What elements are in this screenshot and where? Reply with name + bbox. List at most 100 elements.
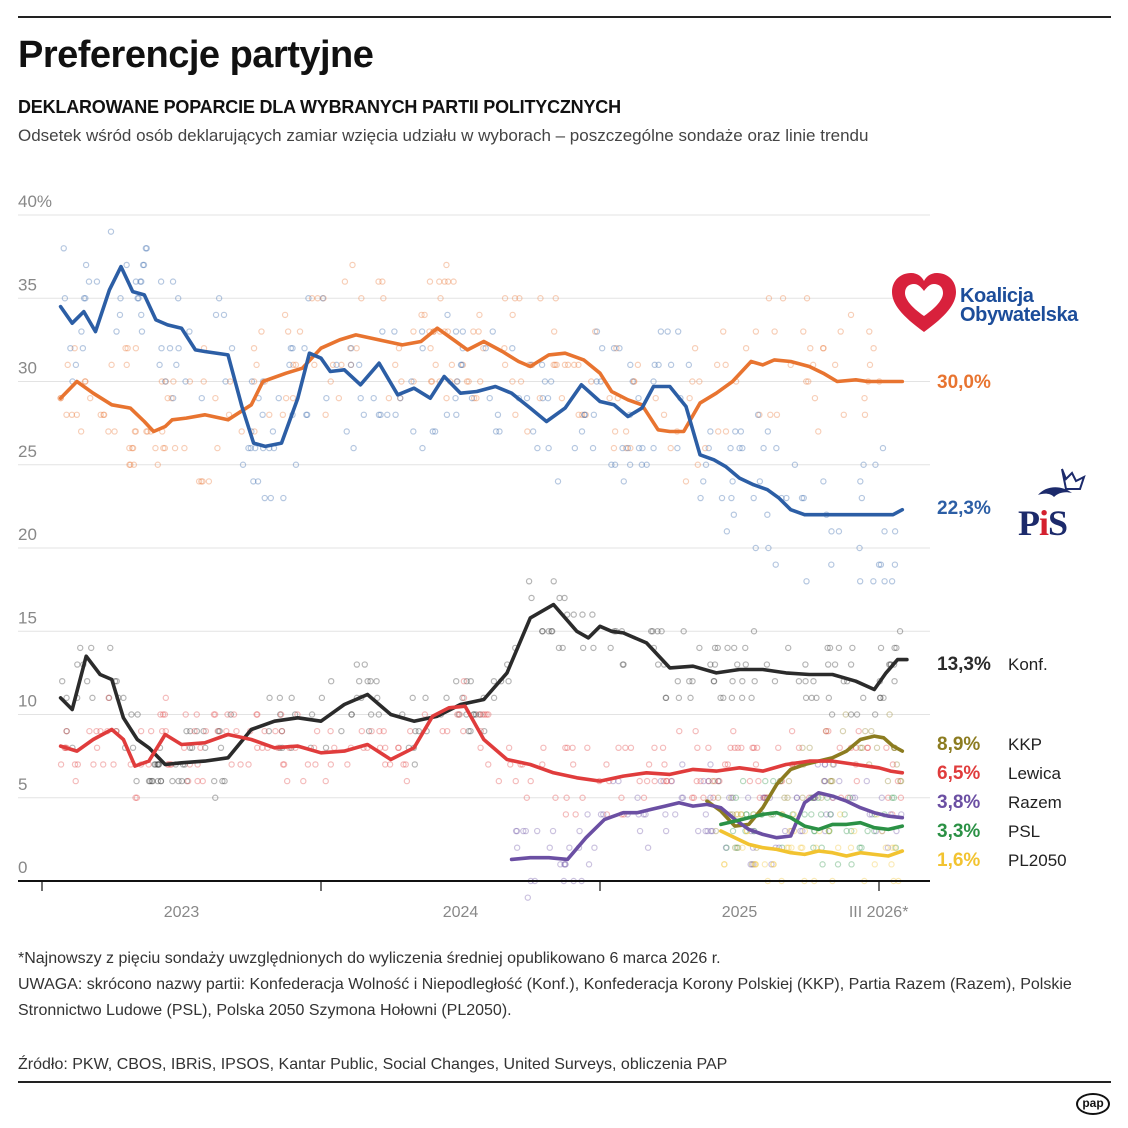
poll-dot — [627, 744, 635, 752]
poll-dot — [143, 428, 150, 435]
poll-dot — [627, 361, 634, 369]
poll-dot — [138, 328, 146, 335]
poll-dot — [144, 428, 151, 435]
poll-dot — [584, 744, 591, 752]
poll-dot — [319, 295, 327, 302]
poll-dot — [89, 694, 96, 702]
poll-dot — [350, 444, 357, 452]
poll-dot — [428, 378, 436, 385]
poll-dot — [418, 328, 426, 335]
poll-dot — [710, 678, 718, 685]
poll-dot — [400, 761, 407, 768]
poll-dot — [668, 777, 676, 785]
poll-dot — [258, 328, 265, 335]
poll-dot — [888, 578, 896, 585]
poll-dot — [166, 345, 174, 352]
poll-dot — [702, 811, 710, 818]
poll-dot — [570, 361, 578, 369]
poll-dot — [410, 378, 417, 385]
poll-dot — [738, 694, 746, 702]
poll-dot — [779, 295, 787, 302]
poll-dot — [808, 811, 815, 818]
poll-dot — [651, 744, 658, 752]
poll-dot — [158, 345, 165, 352]
poll-dot — [261, 494, 268, 502]
poll-dot — [276, 694, 284, 702]
poll-dot — [716, 777, 723, 785]
poll-dot — [576, 827, 583, 835]
poll-dot — [457, 361, 465, 369]
poll-dot — [122, 345, 129, 352]
value-label-pis: 22,3% — [937, 498, 991, 519]
poll-dot — [465, 378, 472, 385]
poll-dot — [105, 694, 112, 702]
poll-dot — [884, 844, 892, 851]
poll-dot — [731, 744, 739, 752]
value-label-konf: 13,3% — [937, 654, 991, 675]
poll-dot — [819, 861, 826, 868]
poll-dot — [516, 295, 523, 302]
poll-dot — [864, 827, 871, 835]
poll-dot — [825, 827, 833, 835]
poll-dot — [74, 761, 82, 768]
poll-dot — [452, 678, 460, 685]
poll-dot — [823, 727, 830, 735]
poll-dot — [186, 328, 193, 335]
poll-dot — [148, 777, 155, 785]
poll-dot — [57, 394, 64, 402]
poll-dot — [329, 361, 337, 369]
poll-dot — [847, 311, 855, 319]
poll-dot — [730, 644, 738, 652]
poll-dot — [746, 777, 754, 785]
poll-dot — [707, 761, 714, 768]
poll-dot — [764, 428, 772, 435]
poll-dot — [705, 777, 712, 785]
poll-dot — [492, 428, 500, 435]
poll-dot — [647, 628, 655, 635]
poll-dot — [679, 794, 687, 801]
poll-dot — [193, 711, 200, 718]
trend-line-pis — [58, 264, 905, 517]
poll-dot — [725, 794, 733, 801]
poll-dot — [618, 794, 625, 801]
poll-dot — [876, 694, 884, 702]
poll-dot — [448, 361, 456, 369]
poll-dot — [629, 378, 636, 385]
poll-dot — [210, 777, 218, 785]
poll-dot — [129, 744, 137, 752]
poll-dot — [154, 777, 162, 785]
poll-dot — [146, 777, 154, 785]
poll-dot — [634, 361, 642, 369]
poll-dot — [886, 711, 893, 718]
poll-dot — [419, 345, 426, 352]
poll-dot — [713, 361, 721, 369]
poll-dot — [485, 711, 492, 718]
poll-dot — [132, 794, 139, 801]
poll-dot — [355, 678, 363, 685]
poll-dot — [455, 711, 462, 718]
poll-dot — [884, 777, 892, 785]
poll-dot — [459, 328, 467, 335]
poll-dot — [788, 844, 795, 851]
pis-letter-p: P — [1018, 503, 1040, 543]
trend-line-razem — [509, 791, 905, 862]
poll-dot — [468, 394, 476, 402]
series-name-label: Konf. — [1008, 655, 1048, 674]
poll-dot — [875, 561, 883, 568]
poll-dot — [768, 861, 775, 868]
poll-dot — [322, 777, 329, 785]
poll-dot — [412, 727, 419, 735]
poll-dot — [266, 411, 273, 418]
value-label-pl2050: 1,6% — [937, 850, 980, 871]
poll-dot — [313, 727, 321, 735]
poll-dot — [509, 378, 516, 385]
poll-dot — [662, 827, 670, 835]
poll-dot — [765, 295, 773, 302]
poll-dot — [278, 727, 286, 735]
poll-dot — [714, 644, 721, 652]
poll-dot — [598, 345, 606, 352]
poll-dot — [893, 644, 900, 652]
poll-dot — [524, 894, 532, 901]
poll-dot — [490, 678, 498, 685]
poll-dot — [533, 827, 541, 835]
